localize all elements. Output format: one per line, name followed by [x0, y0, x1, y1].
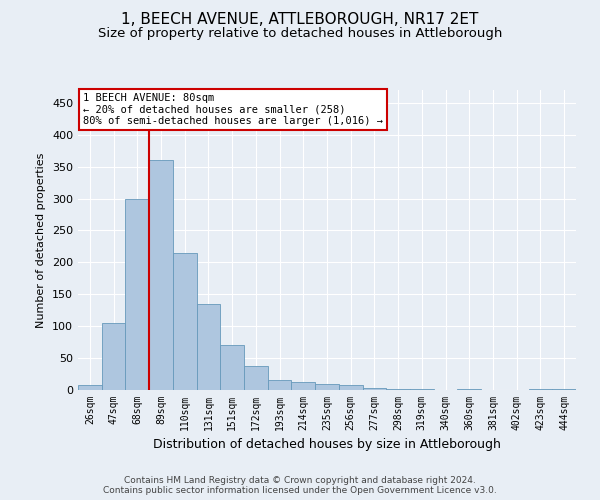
Bar — [457, 388, 481, 390]
Bar — [149, 160, 173, 390]
Bar — [410, 388, 434, 390]
Bar — [78, 385, 102, 390]
Text: Contains HM Land Registry data © Crown copyright and database right 2024.
Contai: Contains HM Land Registry data © Crown c… — [103, 476, 497, 495]
Bar — [268, 380, 292, 390]
Bar — [386, 388, 410, 390]
Bar — [362, 388, 386, 390]
Bar — [315, 384, 339, 390]
Bar — [220, 346, 244, 390]
Bar — [529, 388, 552, 390]
Y-axis label: Number of detached properties: Number of detached properties — [37, 152, 46, 328]
Text: 1 BEECH AVENUE: 80sqm
← 20% of detached houses are smaller (258)
80% of semi-det: 1 BEECH AVENUE: 80sqm ← 20% of detached … — [83, 93, 383, 126]
Text: Size of property relative to detached houses in Attleborough: Size of property relative to detached ho… — [98, 28, 502, 40]
Bar — [244, 366, 268, 390]
Bar — [339, 385, 362, 390]
Bar — [102, 323, 125, 390]
X-axis label: Distribution of detached houses by size in Attleborough: Distribution of detached houses by size … — [153, 438, 501, 452]
Bar — [173, 253, 197, 390]
Bar — [197, 304, 220, 390]
Bar — [552, 388, 576, 390]
Bar — [125, 198, 149, 390]
Bar — [292, 382, 315, 390]
Text: 1, BEECH AVENUE, ATTLEBOROUGH, NR17 2ET: 1, BEECH AVENUE, ATTLEBOROUGH, NR17 2ET — [121, 12, 479, 28]
